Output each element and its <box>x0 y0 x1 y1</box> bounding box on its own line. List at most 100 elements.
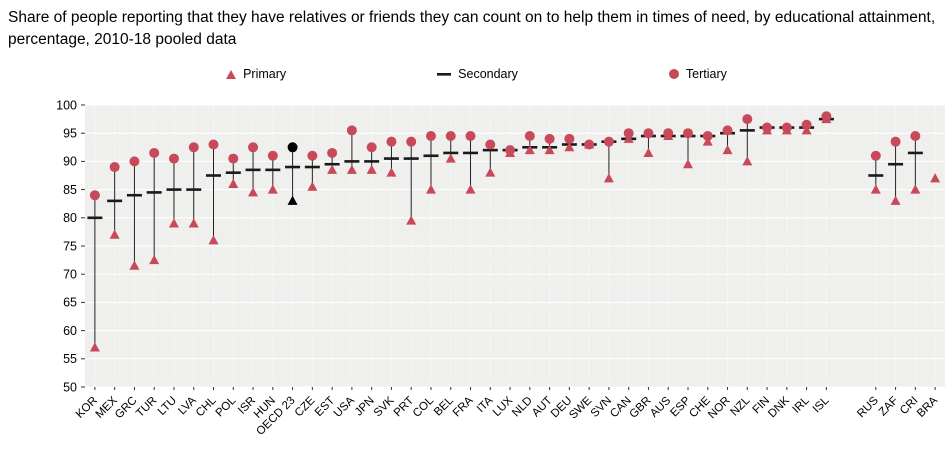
tertiary-circle-marker <box>109 162 120 173</box>
tertiary-circle-marker <box>149 147 160 158</box>
primary-triangle-marker <box>801 125 812 135</box>
secondary-dash-marker <box>739 129 755 132</box>
svg-text:CAN: CAN <box>608 395 634 421</box>
country-lollipop <box>186 142 202 228</box>
svg-text:EST: EST <box>313 395 337 419</box>
country-lollipop <box>779 122 795 135</box>
primary-triangle-marker <box>890 195 901 205</box>
secondary-dash-marker <box>285 165 301 169</box>
primary-triangle-marker <box>366 164 377 174</box>
tertiary-circle-marker <box>406 136 417 147</box>
secondary-dash-marker <box>225 171 241 174</box>
svg-text:BEL: BEL <box>432 394 456 418</box>
primary-triangle-marker <box>564 142 575 152</box>
tertiary-circle-marker <box>129 156 140 167</box>
primary-triangle-marker <box>821 113 832 124</box>
svg-text:AUS: AUS <box>648 394 673 419</box>
chart-title: Share of people reporting that they have… <box>8 9 936 48</box>
tertiary-circle-marker <box>544 133 555 144</box>
primary-triangle-marker <box>208 235 219 245</box>
svg-text:100: 100 <box>56 98 77 112</box>
primary-triangle-marker <box>781 125 792 135</box>
secondary-dash-marker <box>907 151 923 155</box>
svg-text:90: 90 <box>63 155 77 169</box>
country-lollipop <box>304 150 320 191</box>
primary-triangle-marker <box>524 144 535 155</box>
country-lollipop <box>107 162 123 239</box>
secondary-dash-marker <box>482 148 498 152</box>
tertiary-circle-marker <box>722 125 733 136</box>
svg-text:SWE: SWE <box>567 394 594 421</box>
svg-text:CZE: CZE <box>293 394 318 419</box>
tertiary-circle-marker <box>89 190 100 201</box>
svg-text:LTU: LTU <box>156 395 179 418</box>
country-lollipop <box>344 125 360 174</box>
country-lollipop <box>364 142 380 174</box>
country-lollipop <box>818 111 834 124</box>
svg-text:70: 70 <box>63 268 77 282</box>
tertiary-circle-marker <box>682 128 693 139</box>
country-lollipop <box>324 147 340 174</box>
svg-text:60: 60 <box>63 324 77 338</box>
primary-triangle-marker <box>485 167 496 177</box>
svg-text:SVN: SVN <box>589 395 614 420</box>
svg-text:IRL: IRL <box>791 394 813 416</box>
primary-triangle-marker <box>930 173 941 183</box>
country-lollipop <box>166 153 182 228</box>
secondary-dash-marker <box>364 160 380 163</box>
secondary-dash-marker <box>126 193 142 197</box>
tertiary-circle-marker <box>366 142 377 153</box>
secondary-dash-marker <box>245 168 261 172</box>
tertiary-circle-marker <box>327 147 338 158</box>
primary-triangle-marker <box>228 178 239 188</box>
country-lollipop <box>126 156 142 270</box>
primary-triangle-marker <box>663 130 674 141</box>
country-lollipop <box>581 139 597 150</box>
primary-triangle-marker <box>682 159 693 169</box>
country-lollipop <box>868 150 884 194</box>
country-lollipop <box>502 145 518 157</box>
country-lollipop <box>700 131 716 146</box>
tertiary-circle-marker <box>742 114 753 125</box>
tertiary-circle-marker <box>870 150 881 161</box>
country-lollipop <box>930 173 941 183</box>
svg-text:65: 65 <box>63 296 77 310</box>
gridlines <box>85 104 945 388</box>
country-lollipop <box>285 142 301 205</box>
svg-text:95: 95 <box>63 127 77 141</box>
svg-text:GBR: GBR <box>627 395 653 421</box>
svg-text:SVK: SVK <box>372 394 397 419</box>
legend-label-tertiary: Tertiary <box>685 67 727 81</box>
secondary-dash-marker <box>107 199 123 203</box>
country-lollipop <box>542 133 558 155</box>
primary-triangle-marker <box>623 133 634 143</box>
country-lollipop <box>739 114 755 166</box>
svg-text:NZL: NZL <box>729 394 753 418</box>
primary-triangle-marker <box>702 136 713 146</box>
tertiary-circle-marker <box>623 128 634 139</box>
secondary-dash-marker <box>87 216 103 220</box>
primary-triangle-marker <box>89 342 100 352</box>
primary-triangle-marker <box>722 144 733 155</box>
legend-item-primary: Primary <box>225 67 286 81</box>
tertiary-circle-marker <box>208 139 219 150</box>
country-lollipop <box>907 131 923 194</box>
series-markers <box>87 111 941 352</box>
tertiary-circle-marker <box>267 150 278 161</box>
tertiary-circle-marker <box>346 125 357 136</box>
tertiary-circle-marker <box>287 142 298 153</box>
secondary-dash-marker <box>324 162 340 166</box>
country-lollipop <box>206 139 222 245</box>
svg-text:POL: POL <box>214 394 239 419</box>
tertiary-circle-marker <box>524 131 535 142</box>
secondary-dash-marker <box>403 157 419 160</box>
country-lollipop <box>482 139 498 177</box>
tertiary-circle-marker <box>168 153 179 164</box>
tertiary-circle-marker <box>702 131 713 142</box>
svg-text:55: 55 <box>63 352 77 366</box>
tertiary-circle-marker <box>188 142 199 153</box>
svg-text:NOR: NOR <box>706 395 733 422</box>
country-lollipop <box>225 153 241 188</box>
tertiary-circle-marker <box>564 133 575 144</box>
country-lollipop <box>561 133 577 152</box>
